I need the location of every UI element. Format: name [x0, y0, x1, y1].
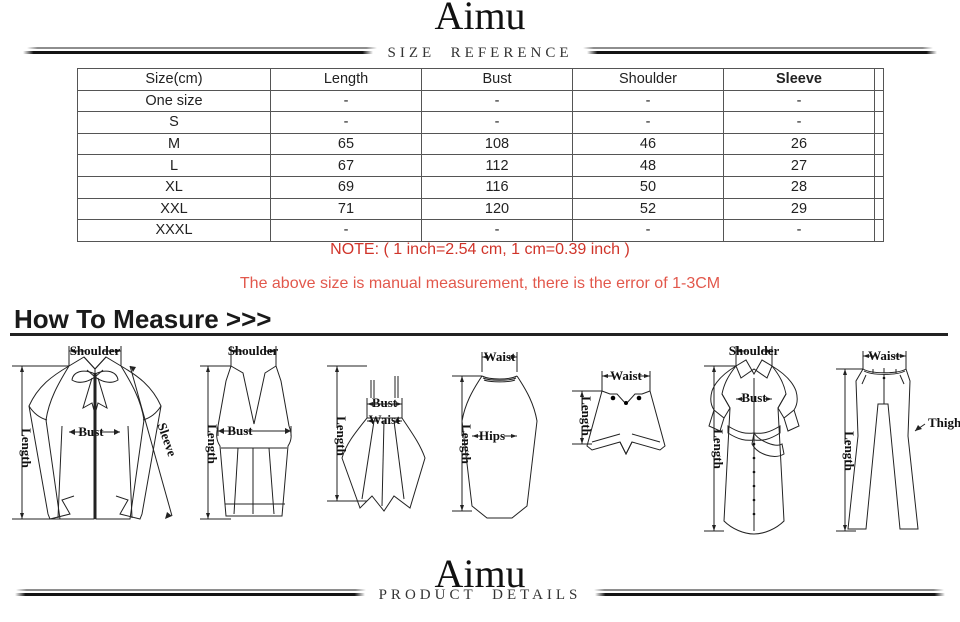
svg-text:Length: Length: [711, 429, 726, 470]
svg-text:Shoulder: Shoulder: [729, 343, 780, 358]
svg-text:Shoulder: Shoulder: [228, 343, 279, 358]
svg-text:Waist: Waist: [868, 348, 900, 363]
svg-text:Waist: Waist: [610, 368, 642, 383]
svg-text:Length: Length: [579, 396, 594, 437]
svg-text:Bust: Bust: [372, 395, 398, 410]
svg-text:Length: Length: [19, 428, 34, 469]
svg-text:Sleeve: Sleeve: [155, 421, 181, 459]
svg-text:Hips: Hips: [479, 428, 505, 443]
svg-text:Length: Length: [334, 416, 349, 457]
svg-text:Thigh: Thigh: [928, 415, 960, 430]
svg-text:Waist: Waist: [484, 349, 516, 364]
svg-text:Bust: Bust: [78, 424, 104, 439]
svg-text:Bust: Bust: [227, 423, 253, 438]
svg-text:Shoulder: Shoulder: [70, 343, 121, 358]
